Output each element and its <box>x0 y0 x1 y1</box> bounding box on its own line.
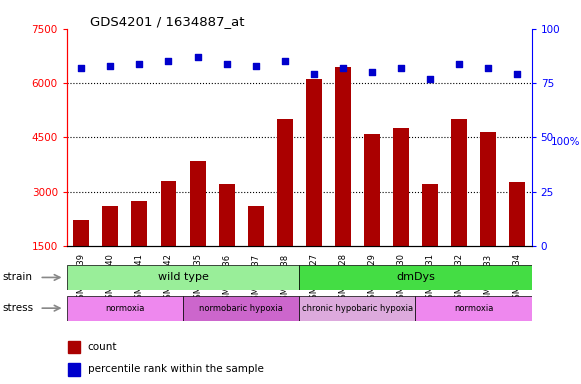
Bar <box>364 134 380 246</box>
Text: strain: strain <box>3 272 33 283</box>
Point <box>222 60 231 66</box>
Bar <box>451 119 467 246</box>
Bar <box>277 119 293 246</box>
Point <box>251 63 260 69</box>
Bar <box>68 341 80 353</box>
Bar <box>218 184 235 246</box>
Bar <box>160 181 177 246</box>
Point <box>483 65 493 71</box>
Bar <box>415 296 532 321</box>
Point <box>280 58 289 65</box>
Bar <box>422 184 438 246</box>
Bar <box>480 132 496 246</box>
Point <box>512 71 522 78</box>
Point <box>193 54 202 60</box>
Point <box>425 76 435 82</box>
Point <box>367 69 376 75</box>
Point <box>309 71 318 78</box>
Bar <box>509 182 525 246</box>
Bar <box>183 296 299 321</box>
Point <box>338 65 347 71</box>
Text: GDS4201 / 1634887_at: GDS4201 / 1634887_at <box>90 15 245 28</box>
Bar <box>248 206 264 246</box>
Bar <box>68 362 80 376</box>
Point <box>135 60 144 66</box>
Bar <box>393 128 409 246</box>
Text: wild type: wild type <box>157 272 209 283</box>
Text: stress: stress <box>3 303 34 313</box>
Bar <box>131 200 148 246</box>
Bar <box>102 206 119 246</box>
Bar <box>299 265 532 290</box>
Bar <box>67 296 183 321</box>
Bar <box>306 79 322 246</box>
Point <box>164 58 173 65</box>
Point <box>396 65 406 71</box>
Text: normoxia: normoxia <box>105 304 145 313</box>
Text: normobaric hypoxia: normobaric hypoxia <box>199 304 283 313</box>
Text: percentile rank within the sample: percentile rank within the sample <box>88 364 264 374</box>
Bar <box>189 161 206 246</box>
Text: dmDys: dmDys <box>396 272 435 283</box>
Point <box>106 63 115 69</box>
Point <box>77 65 86 71</box>
Y-axis label: 100%: 100% <box>551 137 580 147</box>
Bar <box>299 296 415 321</box>
Bar <box>335 67 351 246</box>
Bar <box>67 265 299 290</box>
Text: count: count <box>88 342 117 352</box>
Text: normoxia: normoxia <box>454 304 493 313</box>
Point <box>454 60 464 66</box>
Text: chronic hypobaric hypoxia: chronic hypobaric hypoxia <box>302 304 413 313</box>
Bar <box>73 220 89 246</box>
